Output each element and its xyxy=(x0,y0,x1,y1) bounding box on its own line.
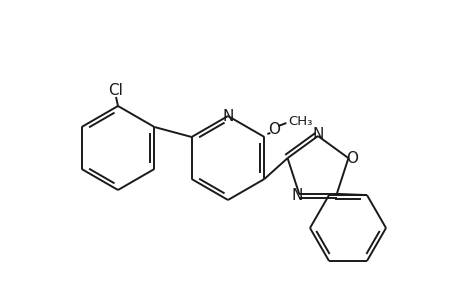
Text: N: N xyxy=(291,188,302,203)
Text: O: O xyxy=(346,151,358,166)
Text: O: O xyxy=(268,122,280,136)
Text: N: N xyxy=(222,109,233,124)
Text: CH₃: CH₃ xyxy=(288,115,312,128)
Text: N: N xyxy=(312,127,323,142)
Text: Cl: Cl xyxy=(108,82,123,98)
